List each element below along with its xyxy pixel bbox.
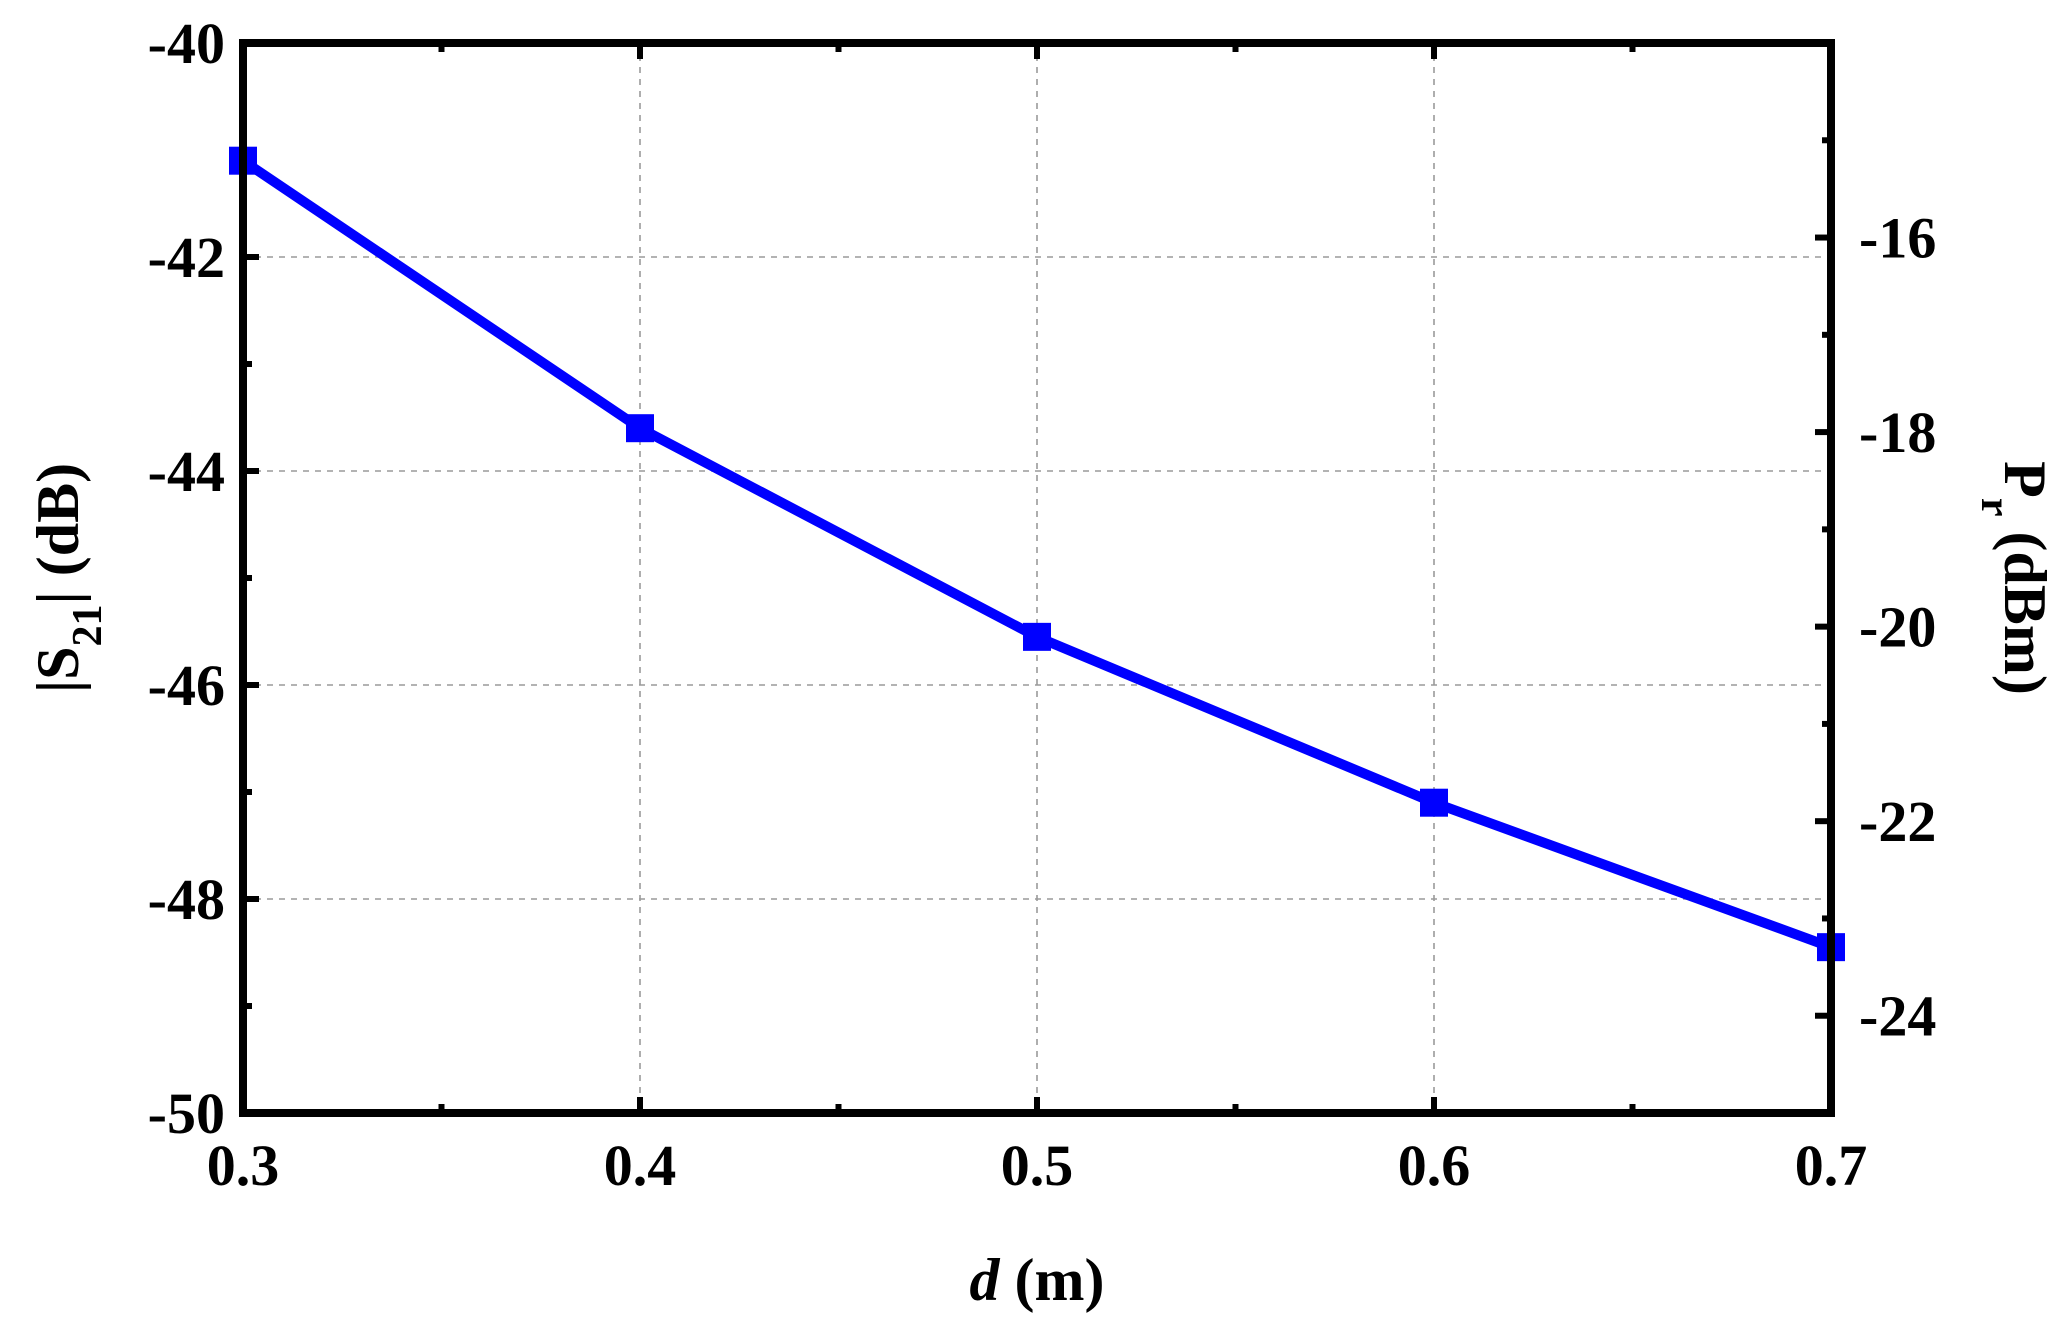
y-right-tick-label: -22 bbox=[1859, 789, 1936, 854]
y-right-tick-label: -16 bbox=[1859, 206, 1936, 271]
y-left-tick-label: -42 bbox=[148, 225, 225, 290]
y-right-tick-label: -20 bbox=[1859, 595, 1936, 660]
series-line bbox=[240, 156, 1833, 952]
x-axis-title: d (m) bbox=[970, 1247, 1105, 1313]
x-tick-label: 0.4 bbox=[604, 1133, 677, 1198]
data-point-marker bbox=[626, 414, 654, 443]
major-ticks bbox=[240, 40, 1834, 1116]
y-left-axis-title: |S21| (dB) bbox=[25, 463, 111, 693]
x-tick-label: 0.5 bbox=[1001, 1133, 1074, 1198]
y-left-title-sub: 21 bbox=[65, 604, 111, 646]
y-right-title-prefix: P bbox=[1992, 461, 2058, 498]
y-left-title-prefix: |S bbox=[25, 646, 91, 693]
y-right-axis-title: Pr (dBm) bbox=[1972, 461, 2058, 695]
y-right-title-suffix: (dBm) bbox=[1992, 516, 2058, 694]
x-tick-label: 0.6 bbox=[1398, 1133, 1471, 1198]
data-point-marker bbox=[1023, 622, 1051, 651]
tick-labels: 0.3 0.4 0.5 0.6 0.7 -40 -42 -44 -46 -48 -50 -16 -18 -… bbox=[148, 11, 1937, 1198]
x-tick-label: 0.7 bbox=[1795, 1133, 1868, 1198]
y-left-tick-label: -46 bbox=[148, 653, 225, 718]
x-axis-title-symbol: d bbox=[970, 1247, 1001, 1313]
x-tick-label: 0.3 bbox=[207, 1133, 280, 1198]
y-right-title-sub: r bbox=[1972, 498, 2018, 517]
y-left-tick-label: -44 bbox=[148, 439, 225, 504]
y-left-tick-label: -40 bbox=[148, 11, 225, 76]
y-left-tick-label: -48 bbox=[148, 867, 225, 932]
y-right-tick-label: -24 bbox=[1859, 984, 1936, 1049]
data-point-marker bbox=[1420, 788, 1448, 817]
x-axis-title-unit: (m) bbox=[1000, 1247, 1105, 1313]
y-left-tick-label: -50 bbox=[148, 1081, 225, 1146]
y-right-tick-label: -18 bbox=[1859, 400, 1936, 465]
grid-lines bbox=[243, 43, 1831, 1113]
y-left-title-suffix: | (dB) bbox=[25, 463, 91, 605]
